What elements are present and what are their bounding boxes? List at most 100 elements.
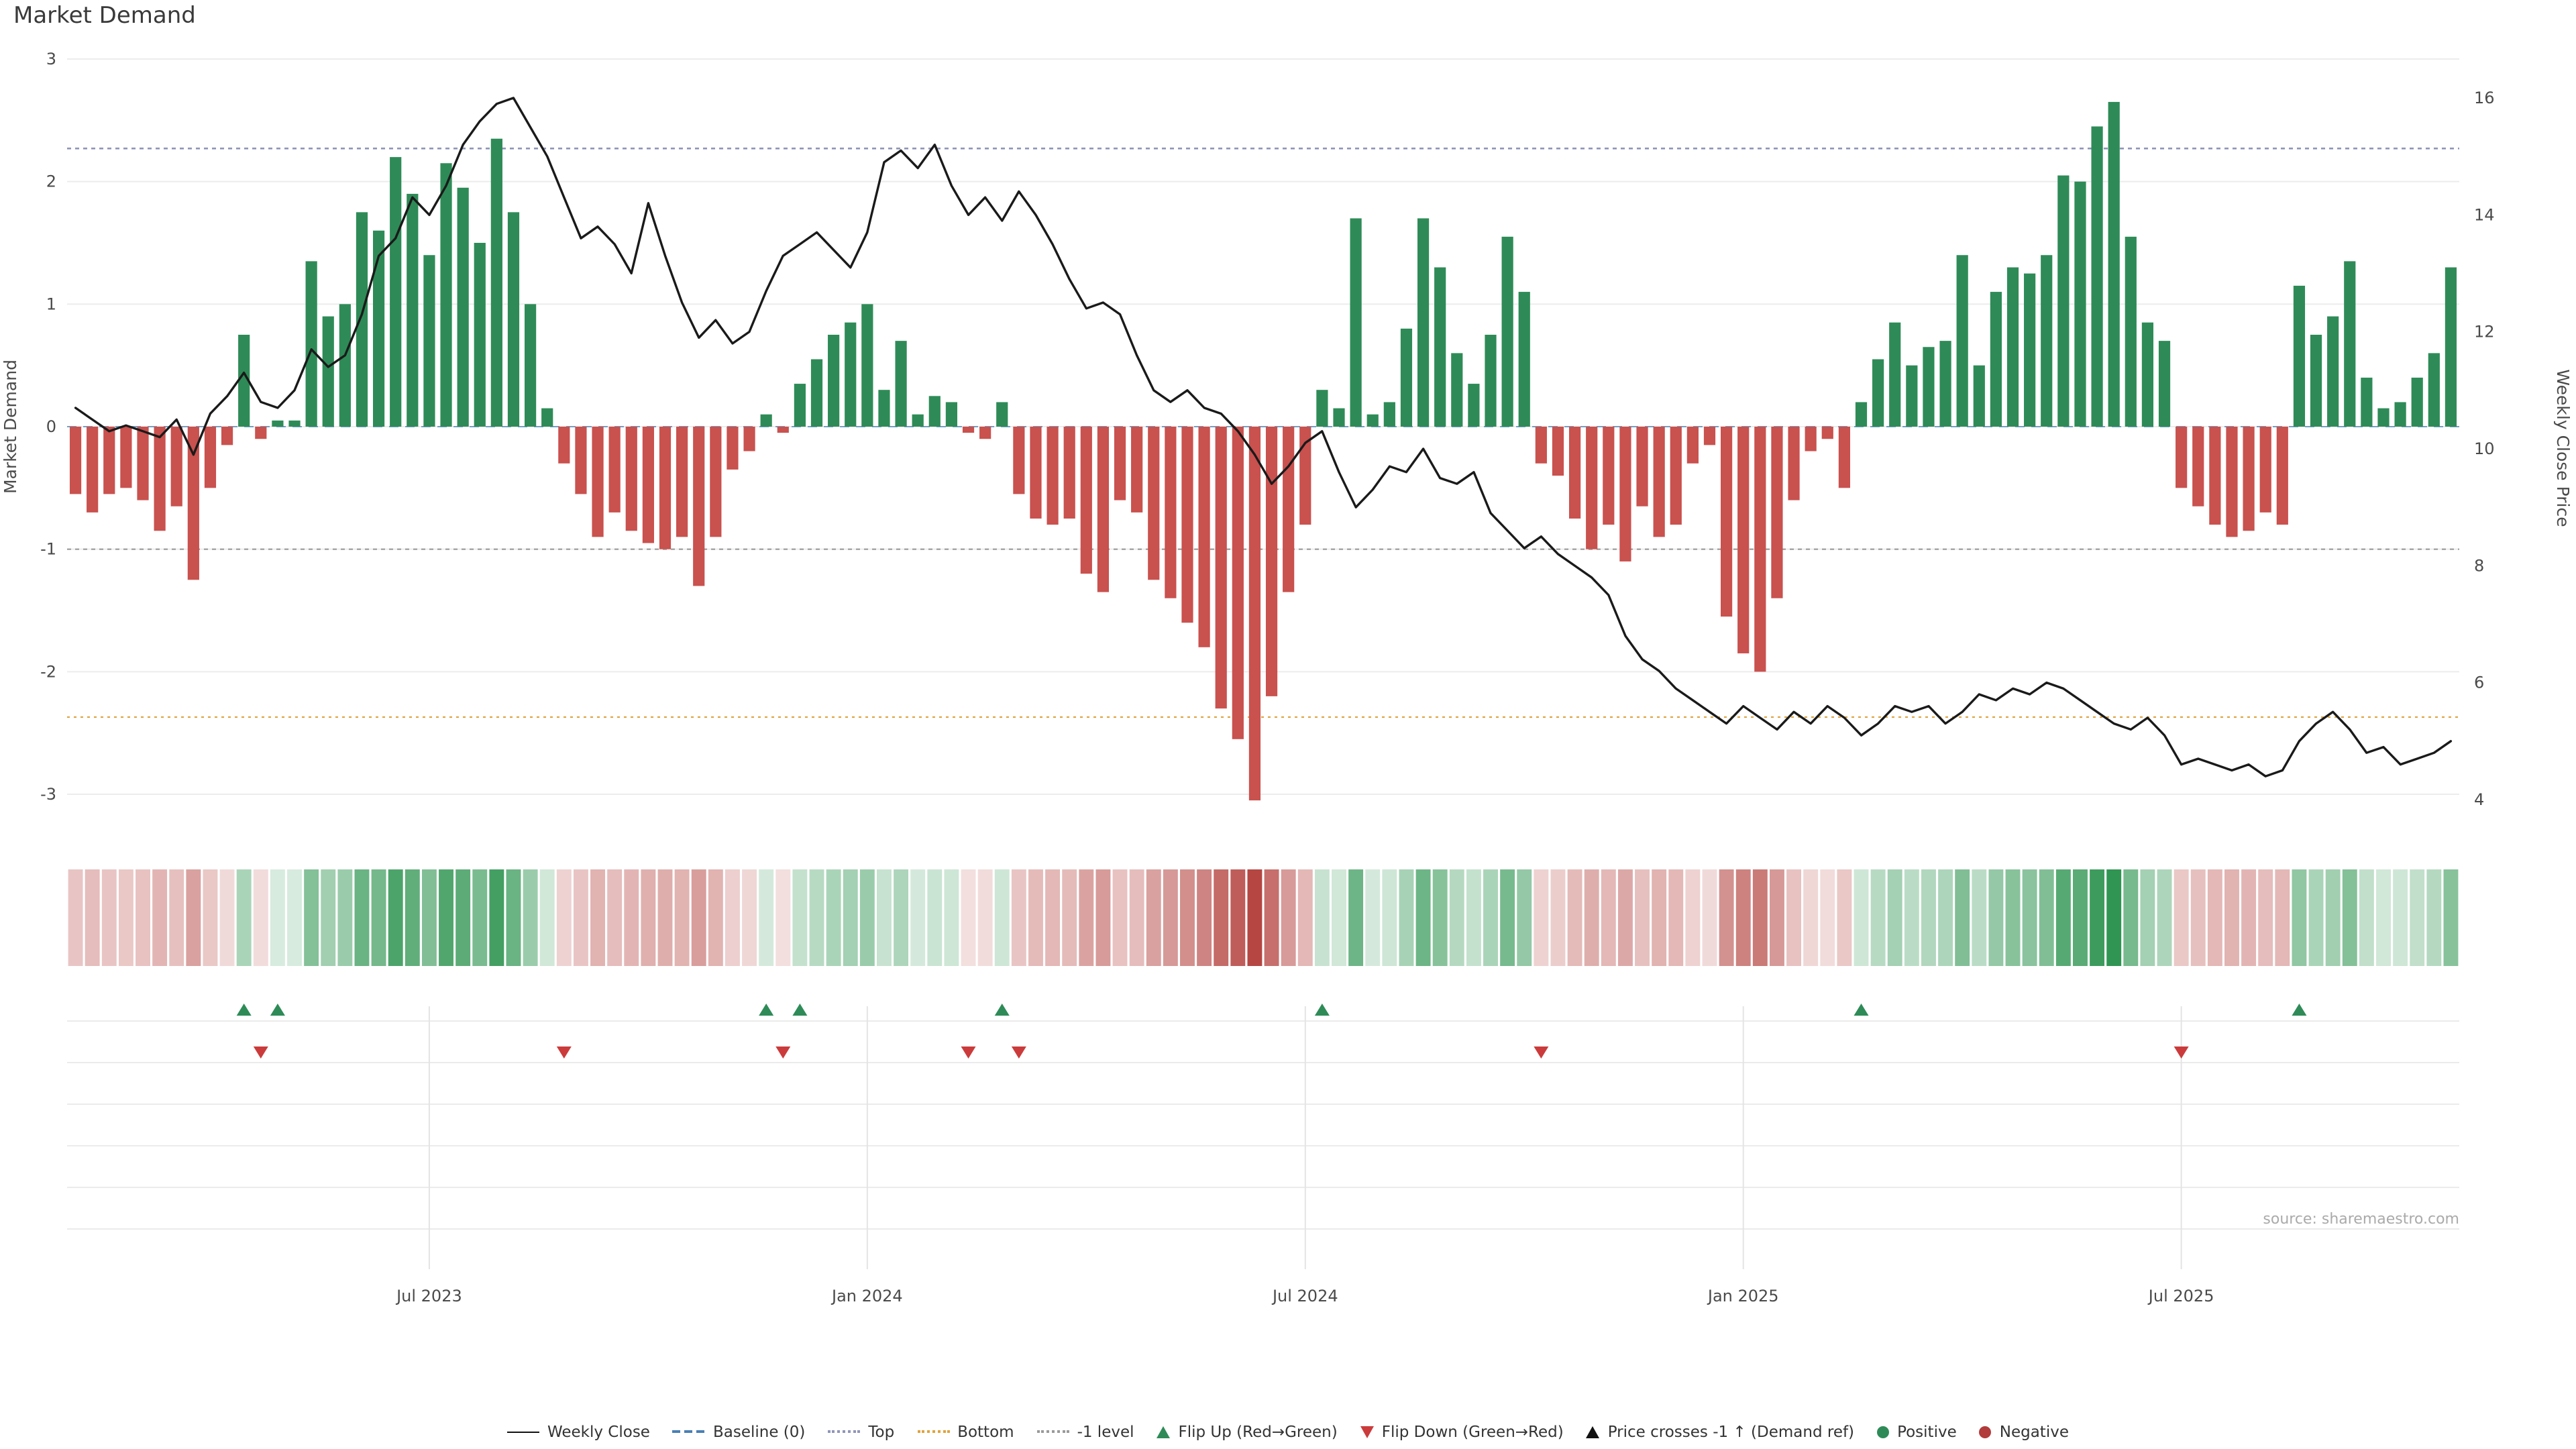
heatmap-cell (455, 869, 471, 966)
heatmap-cell (1214, 869, 1229, 966)
demand-bar-positive (1990, 292, 2002, 427)
heatmap-cell (1702, 869, 1717, 966)
heatmap-cell (1449, 869, 1464, 966)
demand-bar-negative (2209, 427, 2221, 525)
demand-bar-positive (1956, 255, 1968, 427)
flip-down-marker (1534, 1046, 1549, 1059)
heatmap-cell (2292, 869, 2307, 966)
demand-bar-negative (1198, 427, 1210, 647)
right-tick-label: 6 (2474, 674, 2484, 692)
demand-bar-negative (2276, 427, 2288, 525)
demand-bar-positive (440, 163, 452, 427)
demand-bar-negative (777, 427, 789, 433)
heatmap-cell (2157, 869, 2172, 966)
demand-bar-positive (2293, 285, 2306, 427)
heatmap-cell (2443, 869, 2459, 966)
heatmap-cell (2039, 869, 2054, 966)
heatmap-cell (2140, 869, 2155, 966)
flip-up-marker (1314, 1004, 1330, 1016)
heatmap-cell (1904, 869, 1919, 966)
heatmap-cell (1601, 869, 1616, 966)
heatmap-cell (287, 869, 302, 966)
demand-bar-negative (154, 427, 166, 531)
heatmap-cell (1432, 869, 1448, 966)
legend-tri-up-icon (1586, 1426, 1600, 1438)
heatmap-cell (2207, 869, 2222, 966)
legend-item: Flip Up (Red→Green) (1157, 1422, 1338, 1441)
legend-item: Positive (1877, 1422, 1957, 1441)
legend-label: Flip Down (Green→Red) (1381, 1422, 1564, 1441)
heatmap-cell (724, 869, 740, 966)
demand-bar-positive (339, 304, 351, 427)
heatmap-cell (792, 869, 808, 966)
demand-bar-negative (1232, 427, 1244, 739)
demand-bar-positive (1434, 267, 1446, 427)
demand-bar-negative (1215, 427, 1227, 709)
demand-bar-positive (507, 212, 520, 427)
x-tick-label: Jul 2023 (395, 1287, 462, 1305)
demand-bar-negative (1181, 427, 1193, 623)
heatmap-cell (1045, 869, 1061, 966)
demand-bar-negative (137, 427, 149, 500)
legend-item: Bottom (917, 1422, 1014, 1441)
flip-down-marker (2174, 1046, 2189, 1059)
demand-bar-negative (1013, 427, 1025, 494)
left-tick-label: 0 (46, 417, 56, 436)
heatmap-cell (2022, 869, 2037, 966)
demand-bar-positive (2327, 316, 2339, 427)
heatmap-cell (136, 869, 150, 966)
heatmap-cell (1719, 869, 1734, 966)
heatmap-cell (657, 869, 673, 966)
demand-bar-positive (810, 359, 823, 427)
legend-label: Top (868, 1422, 895, 1441)
demand-bar-negative (170, 427, 182, 506)
demand-bar-negative (1737, 427, 1750, 653)
demand-bar-positive (457, 187, 469, 427)
left-tick-label: 1 (46, 294, 56, 313)
demand-bar-positive (407, 193, 419, 427)
heatmap-cell (894, 869, 909, 966)
heatmap-cell (472, 869, 488, 966)
demand-bar-negative (103, 427, 115, 494)
demand-bar-positive (1872, 359, 1884, 427)
demand-bar-positive (2074, 181, 2086, 427)
heatmap-cell (439, 869, 453, 966)
demand-bar-negative (1636, 427, 1648, 506)
heatmap-cell (843, 869, 858, 966)
demand-bar-positive (878, 390, 890, 427)
demand-bar-positive (1451, 353, 1463, 427)
demand-bar-positive (2445, 267, 2457, 427)
heatmap-cell (2190, 869, 2206, 966)
demand-bar-positive (1973, 365, 1985, 427)
heatmap-cell (877, 869, 892, 966)
legend-item: Baseline (0) (672, 1422, 805, 1441)
demand-bar-negative (1063, 427, 1075, 519)
heatmap-cell (85, 869, 100, 966)
demand-bar-positive (2041, 255, 2053, 427)
left-tick-label: -1 (40, 540, 56, 559)
heatmap-cell (186, 869, 201, 966)
heatmap-cell (101, 869, 117, 966)
heatmap-cell (2275, 869, 2290, 966)
heatmap-cell (1870, 869, 1886, 966)
heatmap-cell (590, 869, 606, 966)
heatmap-cell (506, 869, 521, 966)
demand-bar-negative (1148, 427, 1160, 580)
legend-dots-icon (828, 1430, 861, 1433)
heatmap-cell (910, 869, 926, 966)
demand-bar-positive (1468, 384, 1480, 427)
demand-bar-negative (1838, 427, 1850, 488)
legend-dots-icon (1036, 1430, 1069, 1433)
heatmap-cell (708, 869, 723, 966)
demand-bar-negative (1265, 427, 1278, 696)
heatmap-cell (994, 869, 1010, 966)
legend-item: Flip Down (Green→Red) (1360, 1422, 1564, 1441)
demand-bar-positive (996, 402, 1008, 427)
heatmap-cell (1146, 869, 1161, 966)
heatmap-cell (169, 869, 184, 966)
demand-bar-positive (2141, 322, 2154, 427)
demand-bar-positive (372, 230, 385, 427)
demand-bar-negative (693, 427, 705, 586)
flip-down-marker (556, 1046, 572, 1059)
